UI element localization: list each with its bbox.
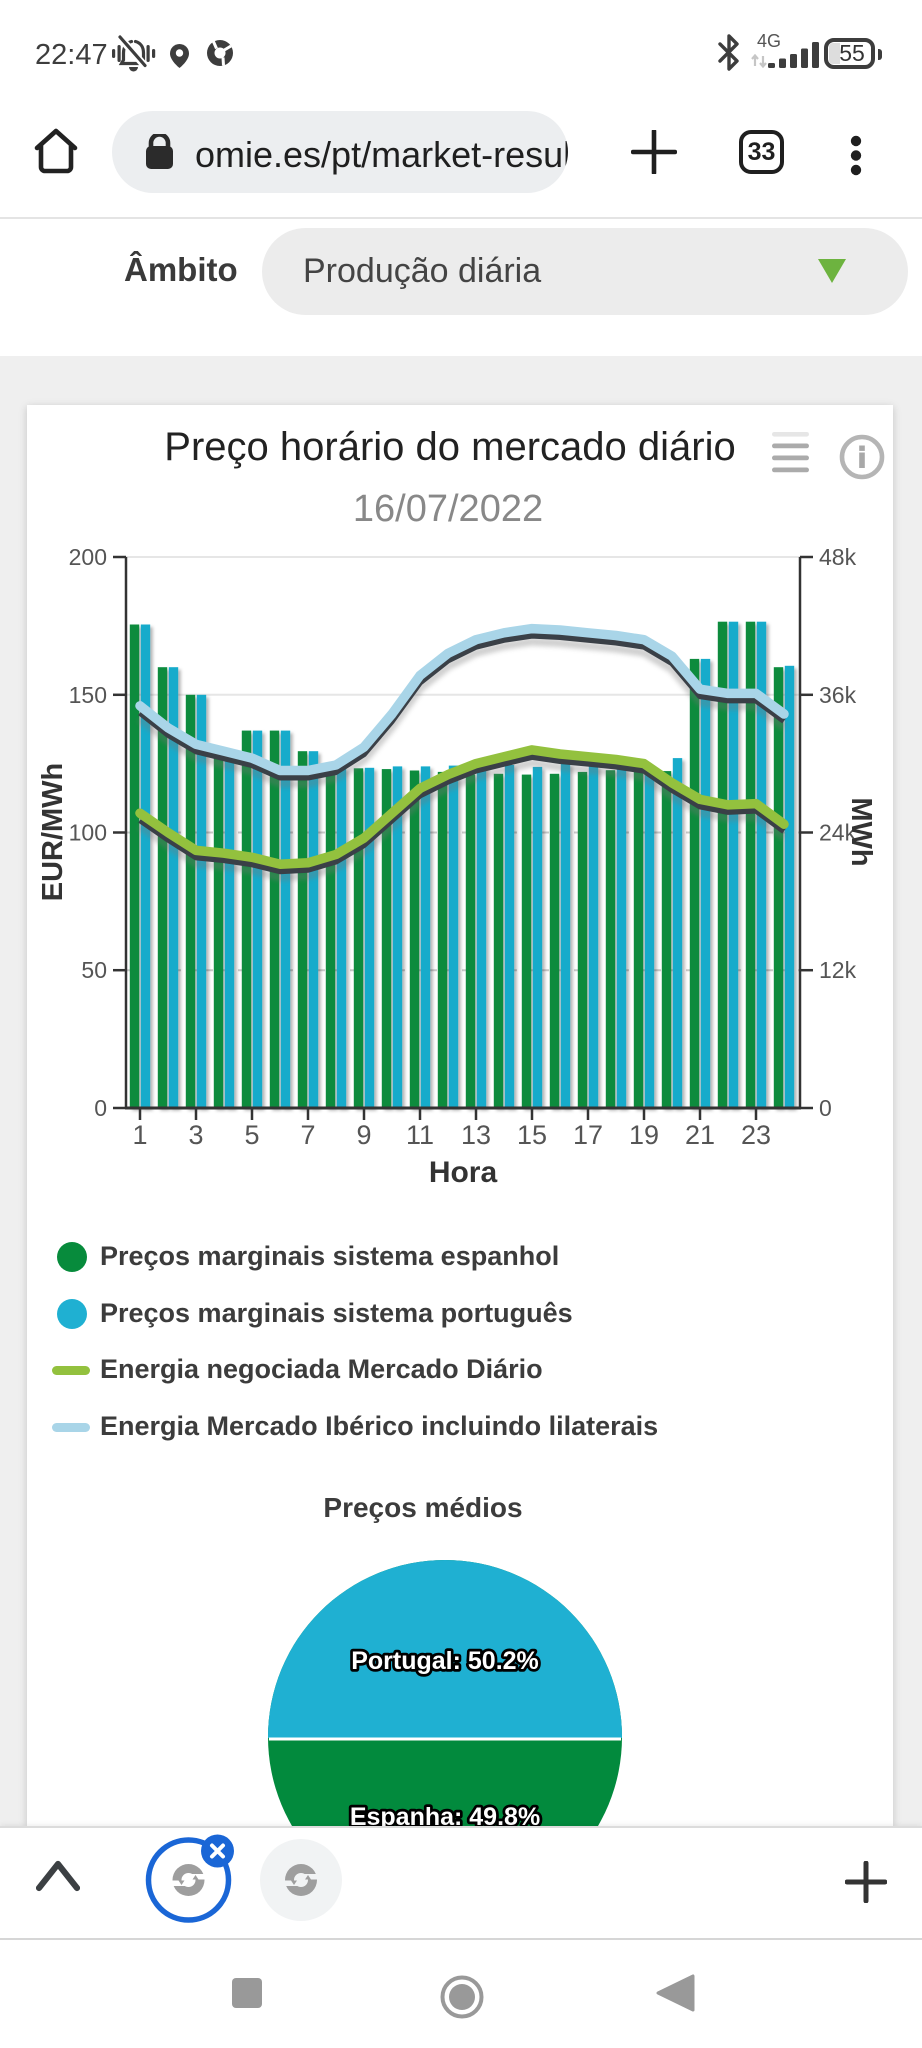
svg-text:Hora: Hora — [429, 1156, 498, 1189]
svg-text:9: 9 — [356, 1120, 371, 1150]
svg-text:Portugal: 50.2%: Portugal: 50.2% — [351, 1647, 539, 1675]
svg-text:0: 0 — [94, 1095, 107, 1121]
svg-text:Espanha: 49.8%: Espanha: 49.8% — [350, 1803, 540, 1826]
svg-text:21: 21 — [685, 1120, 715, 1150]
svg-text:100: 100 — [69, 820, 107, 846]
svg-text:EUR/MWh: EUR/MWh — [37, 763, 69, 902]
svg-text:200: 200 — [69, 544, 107, 570]
svg-text:36k: 36k — [819, 682, 857, 708]
svg-text:150: 150 — [69, 682, 107, 708]
svg-text:17: 17 — [573, 1120, 603, 1150]
svg-text:12k: 12k — [819, 957, 857, 983]
svg-text:7: 7 — [300, 1120, 315, 1150]
svg-text:0: 0 — [819, 1095, 832, 1121]
svg-text:Espanha: 49.8%: Espanha: 49.8% — [350, 1803, 540, 1826]
svg-text:24k: 24k — [819, 820, 857, 846]
svg-text:11: 11 — [406, 1120, 434, 1150]
svg-text:5: 5 — [244, 1120, 259, 1150]
svg-text:Portugal: 50.2%: Portugal: 50.2% — [351, 1647, 539, 1675]
svg-text:48k: 48k — [819, 544, 857, 570]
svg-text:13: 13 — [461, 1120, 491, 1150]
svg-text:MWh: MWh — [845, 797, 877, 866]
svg-text:1: 1 — [132, 1120, 147, 1150]
svg-text:50: 50 — [81, 957, 107, 983]
svg-text:3: 3 — [188, 1120, 203, 1150]
svg-text:15: 15 — [517, 1120, 547, 1150]
svg-text:23: 23 — [741, 1120, 771, 1150]
svg-text:19: 19 — [629, 1120, 659, 1150]
